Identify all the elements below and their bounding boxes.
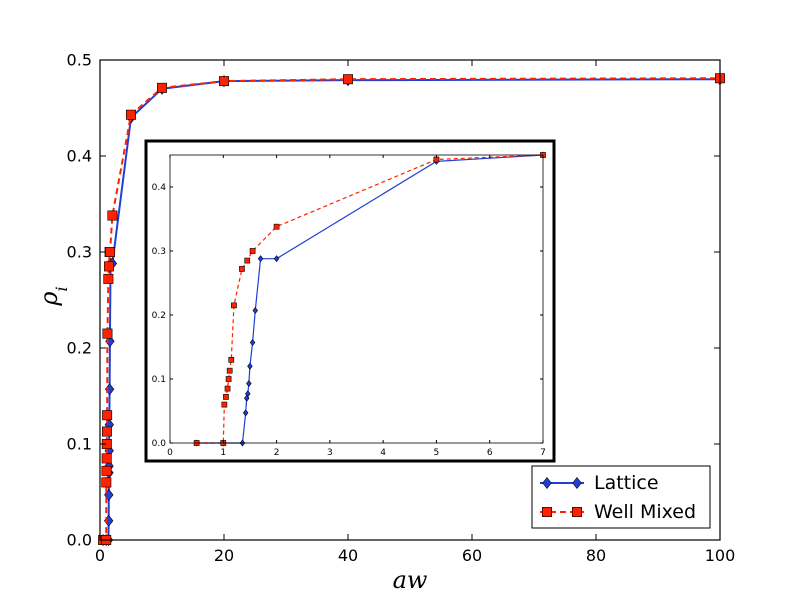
inset-series-1-point-10 (244, 257, 251, 264)
inset-series-1-point-3 (223, 394, 229, 400)
inset-y-tick-label-2: 0.2 (152, 311, 166, 321)
main-x-tick-label-5: 100 (705, 546, 736, 565)
inset-axes-frame (169, 154, 544, 444)
inset-y-tick-label-1: 0.1 (152, 375, 166, 385)
main-y-tick-label-1: 0.1 (67, 435, 92, 454)
legend-entry-1-marker-left (542, 507, 552, 517)
inset-series-1-point-9 (239, 266, 245, 272)
inset-y-tick-label-0: 0.0 (152, 439, 167, 449)
main-series-1-point-8 (102, 328, 113, 339)
inset-x-tick-label-2: 2 (274, 448, 280, 458)
main-x-tick-label-4: 80 (586, 546, 606, 565)
main-y-tick-label-0: 0.0 (67, 531, 92, 550)
main-series-1-point-6 (101, 426, 112, 437)
inset-series-1-point-8 (231, 302, 237, 309)
inset-plot: 0 1 2 3 4 5 6 7 0.0 0.1 0.2 0.3 0.4 (144, 139, 556, 463)
main-series-1-point-2 (101, 477, 112, 488)
main-x-tick-label-0: 0 (95, 546, 105, 565)
inset-series-1-point-5 (225, 376, 232, 382)
main-y-tick-label-3: 0.3 (67, 243, 92, 262)
main-axes-frame (99, 59, 721, 541)
inset-x-tick-label-5: 5 (434, 448, 440, 458)
inset-x-tick-label-1: 1 (220, 448, 226, 458)
main-x-tick-label-3: 60 (462, 546, 482, 565)
inset-series-1-point-4 (224, 385, 231, 392)
inset-series-0-point-11 (273, 255, 280, 263)
inset-series-1-point-2 (221, 401, 228, 408)
main-x-tick-label-2: 40 (338, 546, 358, 565)
inset-panel (144, 139, 556, 463)
inset-series-0-point-9 (252, 307, 258, 315)
main-series-1-point-13 (107, 210, 118, 221)
inset-x-tick-label-0: 0 (167, 448, 173, 458)
main-y-tick-label-4: 0.4 (67, 147, 92, 166)
inset-series-0-point-5 (245, 390, 251, 398)
inset-series-1-point-6 (226, 367, 233, 374)
main-series-1-point-16 (219, 76, 229, 87)
main-series-1-point-12 (105, 247, 116, 257)
inset-series-1-line (196, 154, 544, 444)
inset-series-0-point-6 (246, 379, 252, 387)
main-series-1-point-3 (101, 465, 112, 476)
y-axis-label: ρi (35, 286, 71, 306)
main-series-1-point-9 (103, 273, 114, 284)
inset-x-tick-label-6: 6 (487, 448, 493, 458)
main-series-1-point-7 (102, 410, 113, 421)
main-x-tick-label-1: 20 (214, 546, 234, 565)
y-axis-label-subscript: i (52, 286, 71, 291)
main-series-1-point-4 (101, 453, 112, 464)
inset-series-1-point-11 (249, 248, 256, 254)
legend-entry-0: Lattice (540, 472, 659, 494)
x-axis-label: aw (393, 566, 428, 594)
legend-entry-0-marker-left (542, 477, 552, 489)
legend: Lattice Well Mixed (531, 465, 711, 529)
inset-x-tick-label-4: 4 (380, 448, 386, 458)
inset-series-0-point-3 (242, 409, 249, 417)
main-series-1-point-14 (126, 109, 136, 120)
inset-x-tick-label-7: 7 (540, 448, 546, 458)
main-series-1-point-10 (104, 261, 114, 272)
main-series-1-point-17 (343, 74, 353, 85)
legend-entry-0-label: Lattice (594, 472, 659, 494)
legend-entry-1-marker-right (572, 507, 582, 517)
inset-series-0-point-7 (247, 362, 253, 370)
inset-y-tick-label-3: 0.3 (152, 247, 166, 257)
legend-entry-1-label: Well Mixed (594, 501, 696, 523)
legend-entry-0-marker-right (572, 477, 582, 489)
main-y-tick-label-2: 0.2 (67, 339, 92, 358)
inset-y-tick-label-4: 0.4 (152, 183, 167, 193)
legend-box (531, 465, 711, 529)
inset-series-1-point-7 (228, 356, 235, 363)
inset-x-tick-label-3: 3 (327, 448, 333, 458)
main-series-1-point-15 (157, 82, 167, 93)
inset-series-1-point-12 (273, 223, 280, 230)
legend-entry-1: Well Mixed (540, 501, 696, 523)
main-y-tick-label-5: 0.5 (67, 51, 92, 70)
inset-series-0-point-10 (257, 255, 264, 263)
inset-series-0-point-8 (249, 339, 256, 347)
